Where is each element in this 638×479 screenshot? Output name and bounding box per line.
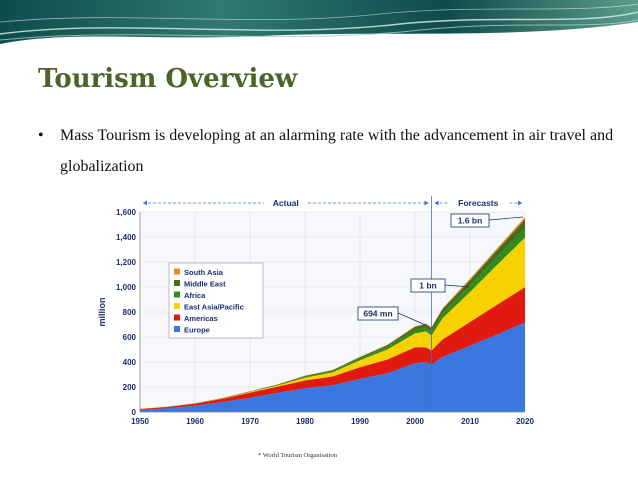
x-tick-label: 1960 — [186, 417, 204, 426]
x-tick-label: 1970 — [241, 417, 259, 426]
annotation-box-694-mn — [357, 306, 399, 321]
tourism-arrivals-chart: 0 200 400 600 800 1,000 1,200 1,400 1,600 1950 196… — [97, 196, 534, 426]
y-tick-label: 400 — [123, 358, 137, 367]
period-arrow-left-icon — [143, 200, 147, 206]
x-tick-label: 2010 — [461, 417, 479, 426]
annotation-box-1-6-bn — [450, 213, 490, 228]
y-tick-label: 1,600 — [116, 208, 137, 217]
legend-swatch-south-asia — [174, 268, 180, 275]
y-tick-label: 600 — [123, 333, 137, 342]
legend-swatch-east-asia-pacific — [174, 303, 180, 309]
y-axis-label: million — [97, 298, 107, 327]
period-label-actual: Actual — [273, 198, 299, 208]
annotation-box-1-bn — [410, 278, 446, 293]
legend-label-east-asia-pacific: East Asia/Pacific — [184, 303, 244, 312]
legend-swatch-europe — [174, 326, 180, 332]
bullet-text: Mass Tourism is developing at an alarmin… — [60, 127, 614, 175]
y-tick-label: 200 — [123, 383, 137, 392]
x-tick-label: 2000 — [406, 417, 424, 426]
y-tick-label: 1,200 — [116, 258, 137, 267]
period-arrow-left-icon — [434, 200, 439, 206]
series-area-americas — [140, 287, 525, 410]
annotations: 694 mn 1 bn 1.6 bn — [357, 213, 524, 326]
y-tick-label: 800 — [123, 308, 137, 317]
legend-swatch-africa — [174, 291, 180, 298]
axes: 0 200 400 600 800 1,000 1,200 1,400 1,600 1950 196… — [97, 208, 534, 426]
footnote: * World Tourism Organisaiton — [258, 452, 338, 459]
x-tick-label: 1980 — [296, 417, 314, 426]
series-areas — [140, 217, 525, 412]
legend-label-europe: Europe — [184, 326, 210, 335]
annotation-label-1-6-bn: 1.6 bn — [458, 216, 483, 226]
annotation-leader-694-mn — [397, 312, 427, 326]
series-area-east-asia-pacific — [140, 237, 525, 409]
period-arrow-right-icon — [424, 200, 429, 206]
annotation-label-1-bn: 1 bn — [419, 281, 436, 291]
bullet-point: • Mass Tourism is developing at an alarm… — [38, 120, 618, 182]
y-tick-label: 1,400 — [116, 233, 137, 242]
legend-swatch-americas — [174, 314, 180, 321]
series-area-europe — [140, 322, 525, 412]
legend-box — [168, 262, 264, 339]
bullet-dot-icon: • — [38, 127, 44, 144]
x-tick-label: 1950 — [131, 417, 149, 426]
period-label-bg — [448, 197, 509, 209]
annotation-label-694-mn: 694 mn — [363, 309, 392, 319]
legend-swatch-middle-east — [174, 280, 180, 286]
annotation-leader-1-bn — [444, 284, 471, 288]
header-banner — [0, 0, 638, 48]
legend-label-south-asia: South Asia — [184, 268, 224, 277]
period-arrow-right-icon — [518, 200, 522, 206]
annotation-leader-1-6-bn — [488, 216, 524, 221]
legend-label-americas: Americas — [184, 314, 218, 323]
y-tick-label: 0 — [132, 408, 137, 417]
legend-label-middle-east: Middle East — [184, 280, 226, 289]
x-tick-label: 1990 — [351, 417, 369, 426]
legend: South Asia Middle East Africa East Asia/Pac… — [168, 262, 264, 339]
slide-title: Tourism Overview — [38, 64, 298, 94]
period-label-forecasts: Forecasts — [458, 198, 498, 208]
series-area-middle-east — [140, 219, 525, 409]
legend-label-africa: Africa — [184, 291, 206, 300]
x-tick-label: 2020 — [516, 417, 534, 426]
y-tick-label: 1,000 — [116, 283, 137, 292]
period-label-bg — [263, 197, 308, 209]
period-markers: Actual Forecasts — [143, 196, 522, 412]
